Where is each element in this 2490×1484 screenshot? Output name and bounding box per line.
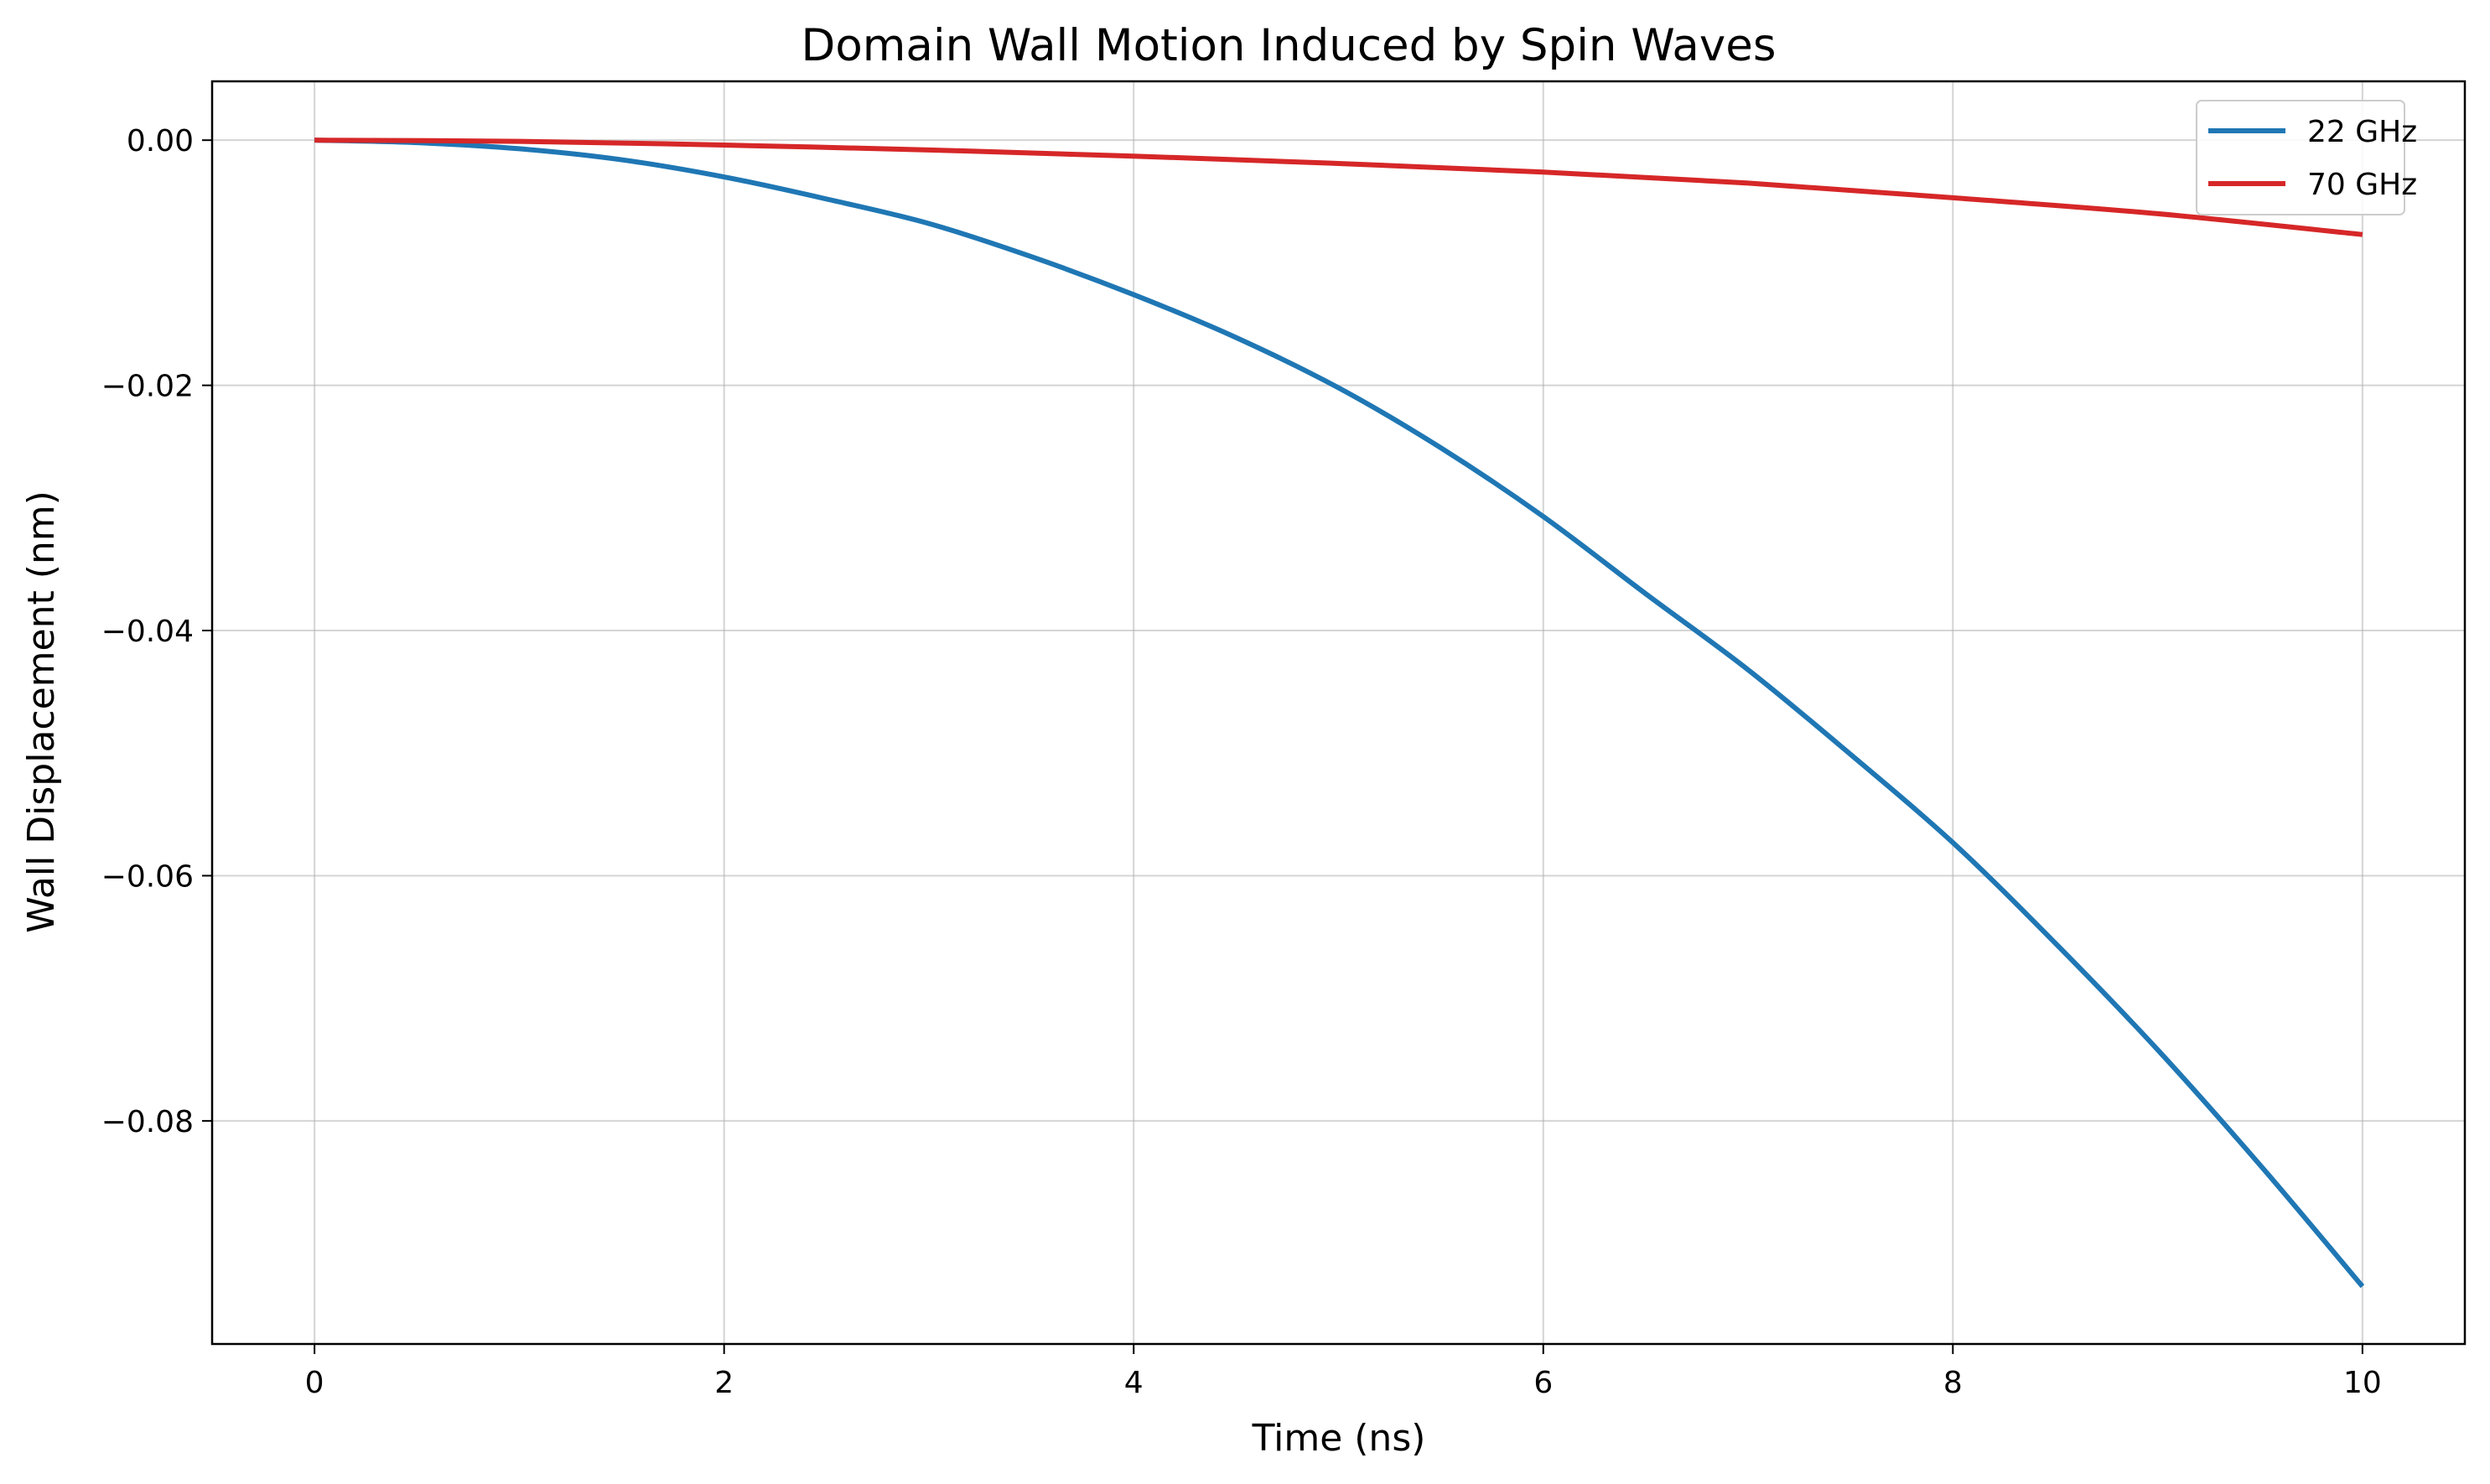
series-line-22-ghz <box>314 138 2365 1289</box>
plot-frame <box>210 80 2467 1346</box>
legend-label-70-ghz: 70 GHz <box>2307 168 2417 202</box>
y-tick-label: −0.08 <box>101 1105 194 1139</box>
y-tick-label: 0.00 <box>127 124 194 158</box>
x-tick-label: 0 <box>305 1366 324 1400</box>
x-tick-label: 10 <box>2343 1366 2382 1400</box>
y-tick-label: −0.06 <box>101 859 194 894</box>
y-tick-label: −0.04 <box>101 615 194 649</box>
series-line-70-ghz <box>314 138 2363 237</box>
ticks: 0 2 4 6 8 10 0.00 −0.02 −0.04 −0.06 −0.08 <box>101 124 2382 1400</box>
chart-title: Domain Wall Motion Induced by Spin Waves <box>801 20 1777 71</box>
legend-label-22-ghz: 22 GHz <box>2307 115 2417 149</box>
y-axis-label: Wall Displacement (nm) <box>20 490 63 933</box>
y-tick-label: −0.02 <box>101 370 194 404</box>
legend: 22 GHz 70 GHz <box>2196 100 2417 215</box>
x-tick-label: 8 <box>1943 1366 1963 1400</box>
series-layer <box>314 138 2365 1289</box>
x-tick-label: 2 <box>714 1366 734 1400</box>
x-axis-label: Time (ns) <box>1252 1417 1426 1460</box>
x-tick-label: 4 <box>1124 1366 1144 1400</box>
x-tick-label: 6 <box>1533 1366 1553 1400</box>
